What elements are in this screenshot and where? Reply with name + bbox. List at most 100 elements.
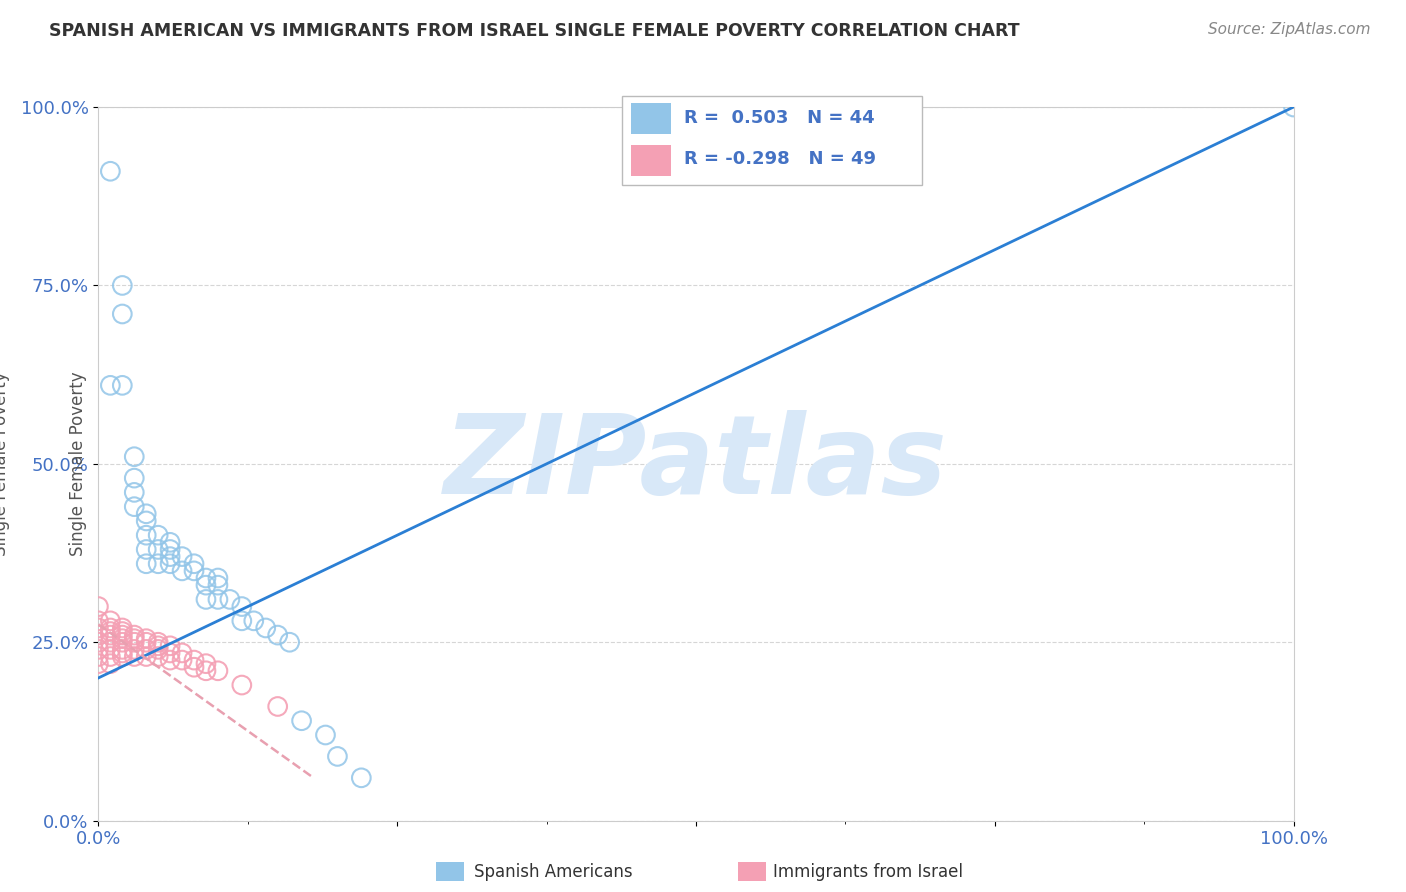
Point bbox=[159, 542, 181, 557]
Point bbox=[267, 699, 290, 714]
Point bbox=[1282, 100, 1305, 114]
FancyBboxPatch shape bbox=[621, 96, 922, 186]
Point bbox=[148, 649, 170, 664]
Text: Source: ZipAtlas.com: Source: ZipAtlas.com bbox=[1208, 22, 1371, 37]
Point bbox=[87, 635, 110, 649]
Point bbox=[159, 549, 181, 564]
Point bbox=[148, 557, 170, 571]
Point bbox=[159, 646, 181, 660]
Text: SPANISH AMERICAN VS IMMIGRANTS FROM ISRAEL SINGLE FEMALE POVERTY CORRELATION CHA: SPANISH AMERICAN VS IMMIGRANTS FROM ISRA… bbox=[49, 22, 1019, 40]
Point bbox=[172, 564, 194, 578]
Point bbox=[111, 278, 134, 293]
Point bbox=[207, 571, 229, 585]
Point bbox=[98, 628, 122, 642]
Point bbox=[98, 635, 122, 649]
Point bbox=[172, 549, 194, 564]
Point bbox=[98, 642, 122, 657]
Text: ZIPatlas: ZIPatlas bbox=[444, 410, 948, 517]
Point bbox=[111, 307, 134, 321]
Point bbox=[254, 621, 277, 635]
Point bbox=[207, 664, 229, 678]
Point bbox=[98, 649, 122, 664]
Point bbox=[111, 649, 134, 664]
Point bbox=[98, 657, 122, 671]
Text: Spanish Americans: Spanish Americans bbox=[474, 863, 633, 881]
Point bbox=[124, 471, 146, 485]
Text: R = -0.298   N = 49: R = -0.298 N = 49 bbox=[683, 150, 876, 169]
Point bbox=[148, 639, 170, 653]
Point bbox=[267, 628, 290, 642]
Point bbox=[278, 635, 301, 649]
Point bbox=[315, 728, 337, 742]
Point bbox=[207, 592, 229, 607]
Point bbox=[135, 632, 157, 646]
Point bbox=[194, 578, 218, 592]
Point bbox=[124, 642, 146, 657]
Point bbox=[98, 164, 122, 178]
Point bbox=[111, 628, 134, 642]
Point bbox=[124, 485, 146, 500]
Point bbox=[124, 632, 146, 646]
Point bbox=[111, 624, 134, 639]
Point bbox=[87, 628, 110, 642]
Point bbox=[183, 660, 205, 674]
Point bbox=[98, 378, 122, 392]
Point bbox=[350, 771, 373, 785]
Text: Immigrants from Israel: Immigrants from Israel bbox=[773, 863, 963, 881]
Point bbox=[207, 578, 229, 592]
Point bbox=[148, 542, 170, 557]
Point bbox=[326, 749, 349, 764]
Point bbox=[172, 646, 194, 660]
Point bbox=[291, 714, 314, 728]
Point bbox=[124, 628, 146, 642]
Point bbox=[111, 378, 134, 392]
Point bbox=[111, 646, 134, 660]
Point bbox=[159, 653, 181, 667]
Point bbox=[87, 614, 110, 628]
Point bbox=[135, 642, 157, 657]
Point bbox=[159, 535, 181, 549]
Y-axis label: Single Female Poverty: Single Female Poverty bbox=[0, 372, 10, 556]
FancyBboxPatch shape bbox=[631, 103, 671, 134]
Point bbox=[135, 557, 157, 571]
Point bbox=[219, 592, 242, 607]
Point bbox=[111, 635, 134, 649]
Point bbox=[98, 621, 122, 635]
Point bbox=[183, 564, 205, 578]
FancyBboxPatch shape bbox=[631, 145, 671, 176]
Point bbox=[111, 632, 134, 646]
Point bbox=[231, 678, 253, 692]
Point bbox=[194, 592, 218, 607]
Point bbox=[124, 500, 146, 514]
Point bbox=[231, 599, 253, 614]
Point bbox=[159, 639, 181, 653]
Point bbox=[159, 557, 181, 571]
Point bbox=[231, 614, 253, 628]
Point bbox=[124, 635, 146, 649]
Point bbox=[87, 657, 110, 671]
Point bbox=[183, 557, 205, 571]
Point bbox=[135, 514, 157, 528]
Point bbox=[148, 635, 170, 649]
Point bbox=[87, 642, 110, 657]
Point bbox=[124, 649, 146, 664]
Point bbox=[135, 649, 157, 664]
Point bbox=[87, 599, 110, 614]
Point bbox=[87, 621, 110, 635]
Y-axis label: Single Female Poverty: Single Female Poverty bbox=[69, 372, 87, 556]
Point bbox=[194, 657, 218, 671]
Point bbox=[148, 528, 170, 542]
Point bbox=[135, 507, 157, 521]
Point bbox=[98, 624, 122, 639]
Text: R =  0.503   N = 44: R = 0.503 N = 44 bbox=[683, 109, 875, 127]
Point bbox=[183, 653, 205, 667]
Point bbox=[111, 642, 134, 657]
Point bbox=[194, 571, 218, 585]
Point bbox=[194, 664, 218, 678]
FancyBboxPatch shape bbox=[436, 862, 464, 881]
Point bbox=[172, 653, 194, 667]
Point bbox=[243, 614, 266, 628]
Point bbox=[148, 642, 170, 657]
Point bbox=[135, 635, 157, 649]
Point bbox=[135, 542, 157, 557]
